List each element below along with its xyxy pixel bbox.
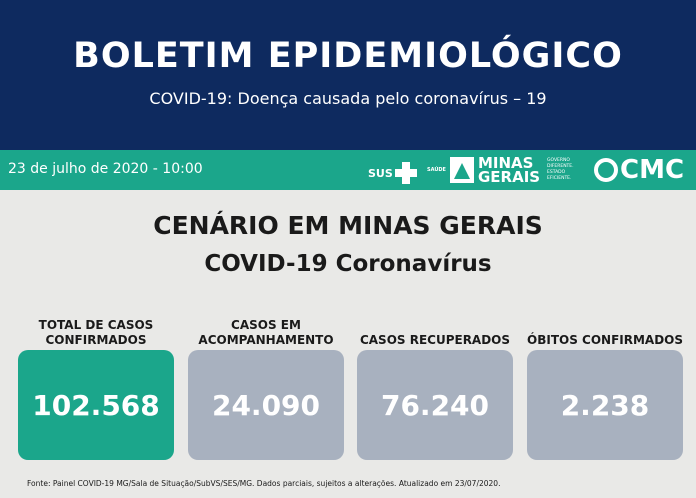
date-time: 23 de julho de 2020 - 10:00: [8, 161, 203, 177]
main-title: CENÁRIO EM MINAS GERAIS: [153, 211, 543, 240]
minas-gerais-text: MINAS GERAIS: [478, 154, 541, 186]
stat-confirmed: TOTAL DE CASOS CONFIRMADOS 102.568: [18, 312, 174, 460]
stat-value: 76.240: [357, 350, 513, 460]
cross-icon: [394, 162, 417, 184]
sus-text: SUS: [368, 166, 393, 180]
stat-label: CASOS RECUPERADOS: [359, 333, 511, 347]
saude-text: SAÚDE: [427, 167, 446, 173]
stat-value: 102.568: [18, 350, 174, 460]
header-title: BOLETIM EPIDEMIOLÓGICO: [73, 36, 623, 76]
compass-icon: [594, 158, 618, 182]
header: BOLETIM EPIDEMIOLÓGICO COVID-19: Doença …: [0, 0, 696, 150]
stat-deaths: ÓBITOS CONFIRMADOS 2.238: [527, 312, 684, 460]
stat-value: 2.238: [527, 350, 683, 460]
sus-logo: SUS: [368, 162, 417, 184]
info-band: 23 de julho de 2020 - 10:00 SUS SAÚDE MI…: [0, 150, 696, 190]
stat-value: 24.090: [188, 350, 344, 460]
cmc-text: CMC: [620, 155, 685, 185]
stat-label: CASOS EM ACOMPANHAMENTO: [198, 318, 334, 347]
stat-monitoring: CASOS EM ACOMPANHAMENTO 24.090: [188, 312, 344, 460]
minas-triangle-icon: [450, 157, 474, 183]
governo-slogan: GOVERNO DIFERENTE. ESTADO EFICIENTE.: [547, 158, 574, 181]
stat-recovered: CASOS RECUPERADOS 76.240: [357, 312, 513, 460]
header-subtitle: COVID-19: Doença causada pelo coronavíru…: [149, 89, 547, 108]
main-subtitle: COVID-19 Coronavírus: [204, 251, 492, 277]
minas-gerais-logo: MINAS GERAIS GOVERNO DIFERENTE. ESTADO E…: [450, 154, 583, 186]
cmc-logo: CMC: [594, 155, 684, 185]
stat-label: ÓBITOS CONFIRMADOS: [527, 333, 684, 347]
source-footnote: Fonte: Painel COVID-19 MG/Sala de Situaç…: [27, 479, 501, 488]
stat-label: TOTAL DE CASOS CONFIRMADOS: [38, 318, 154, 347]
